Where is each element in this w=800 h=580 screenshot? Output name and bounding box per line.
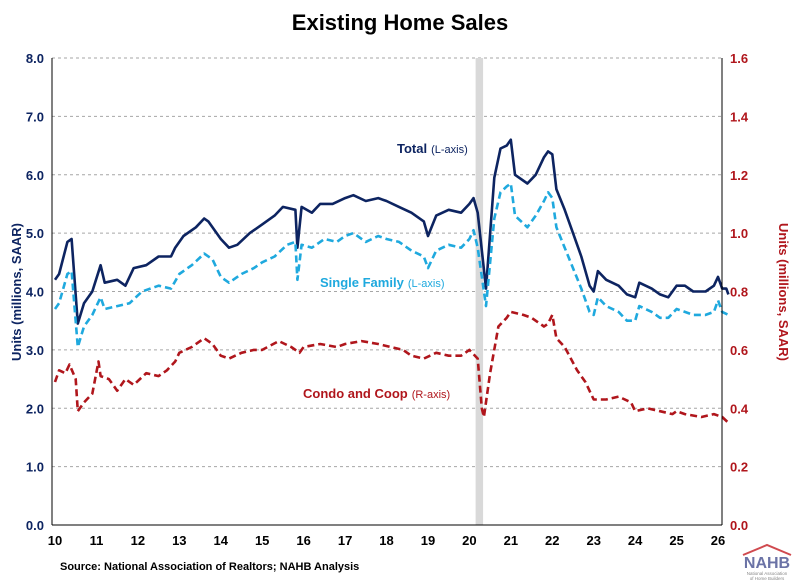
series-line-single-family: [53, 182, 729, 349]
series-name: Total: [397, 141, 427, 156]
y-tick-label-right: 0.6: [730, 343, 748, 358]
x-tick-label: 20: [462, 533, 476, 548]
x-tick-label: 18: [379, 533, 393, 548]
y-tick-label-right: 0.8: [730, 285, 748, 300]
series-label-single-family: Single Family (L-axis): [320, 275, 444, 290]
y-tick-label-right: 1.6: [730, 51, 748, 66]
x-tick-label: 14: [214, 533, 229, 548]
series-label-total: Total (L-axis): [397, 141, 468, 156]
axis-note: (L-axis): [408, 278, 445, 290]
series-lines: [53, 138, 730, 424]
svg-text:of Home Builders: of Home Builders: [750, 576, 785, 580]
y-tick-label-left: 1.0: [26, 460, 44, 475]
series-name: Condo and Coop: [303, 386, 408, 401]
y-tick-label-right: 1.2: [730, 168, 748, 183]
series-line-condo: [53, 310, 730, 424]
axes: 0.0 1.0 2.0 3.0 4.0 5.0 6.0 7.0 8.0 0.0 0.2 0.4 0.6 0…: [26, 51, 749, 548]
source-note: Source: National Association of Realtors…: [60, 561, 359, 573]
y-axis-label-right: Units (millions, SAAR): [776, 223, 791, 361]
x-tick-label: 25: [669, 533, 683, 548]
x-tick-label: 12: [131, 533, 145, 548]
axis-note: (L-axis): [431, 144, 468, 156]
y-tick-label-left: 0.0: [26, 518, 44, 533]
x-tick-label: 16: [296, 533, 310, 548]
series-label-condo: Condo and Coop (R-axis): [303, 386, 450, 401]
y-tick-label-left: 4.0: [26, 285, 44, 300]
recession-band: [475, 58, 484, 525]
x-tick-label: 11: [90, 533, 104, 548]
y-tick-label-left: 3.0: [26, 343, 44, 358]
x-tick-label: 22: [545, 533, 559, 548]
y-tick-label-left: 7.0: [26, 109, 44, 124]
y-tick-label-left: 5.0: [26, 226, 44, 241]
grid: [52, 57, 722, 468]
series-line-total: [53, 138, 730, 325]
y-tick-label-right: 0.4: [730, 401, 749, 416]
nahb-logo: NAHB National Association of Home Builde…: [742, 543, 792, 580]
x-tick-label: 23: [586, 533, 600, 548]
y-tick-label-right: 1.4: [730, 109, 749, 124]
y-tick-label-right: 0.0: [730, 518, 748, 533]
y-tick-label-left: 2.0: [26, 401, 44, 416]
x-tick-label: 24: [628, 533, 643, 548]
x-tick-label: 26: [711, 533, 725, 548]
x-tick-label: 13: [172, 533, 186, 548]
y-tick-label-right: 0.2: [730, 460, 748, 475]
x-tick-label: 21: [504, 533, 518, 548]
axis-note: (R-axis): [412, 389, 451, 401]
y-tick-label-left: 8.0: [26, 51, 44, 66]
series-name: Single Family: [320, 275, 405, 290]
chart-title: Existing Home Sales: [292, 10, 508, 35]
x-tick-label: 17: [338, 533, 352, 548]
x-tick-label: 10: [48, 533, 62, 548]
x-tick-label: 15: [255, 533, 269, 548]
y-tick-label-right: 1.0: [730, 226, 748, 241]
x-tick-label: 19: [421, 533, 435, 548]
y-tick-label-left: 6.0: [26, 168, 44, 183]
y-axis-label-left: Units (millions, SAAR): [9, 223, 24, 361]
svg-text:NAHB: NAHB: [744, 555, 790, 572]
svg-text:National Association: National Association: [747, 571, 788, 576]
